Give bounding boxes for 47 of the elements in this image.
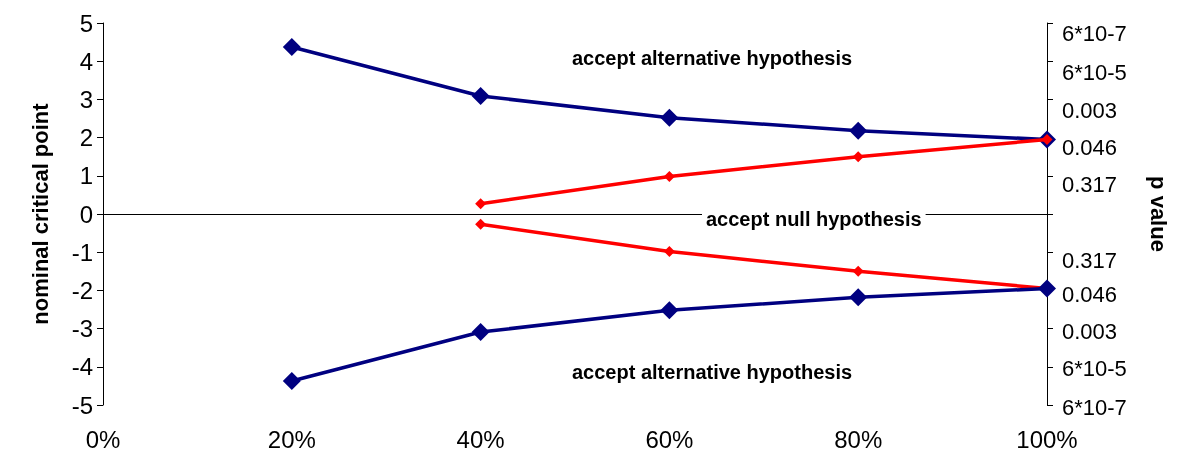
x-tick-label: 80% — [834, 425, 883, 453]
x-tick-label: 60% — [645, 425, 694, 453]
point — [282, 38, 301, 57]
y-tick-label: -3 — [71, 315, 93, 343]
point — [471, 86, 490, 105]
point — [852, 265, 864, 277]
x-tick-label: 100% — [1016, 425, 1078, 453]
annotation: accept null hypothesis — [706, 208, 922, 230]
y-tick-label: -4 — [71, 353, 93, 381]
y2-axis-title: p value — [1145, 176, 1171, 252]
point — [849, 121, 868, 140]
text: 6*10-7 — [1062, 394, 1127, 420]
y-tick-label: 4 — [79, 47, 93, 75]
text: 0.003 — [1062, 318, 1118, 344]
point — [660, 108, 679, 127]
y-tick-label: 1 — [79, 162, 93, 190]
text: 0.317 — [1062, 171, 1118, 197]
y-tick-label: 2 — [79, 124, 93, 152]
point — [471, 323, 490, 342]
text: 0.003 — [1062, 97, 1118, 123]
point — [1038, 279, 1056, 298]
point — [660, 301, 679, 320]
text: 0.317 — [1062, 247, 1118, 273]
x-tick-label: 40% — [456, 425, 505, 453]
y-axis-title: nominal critical point — [27, 102, 53, 325]
point — [475, 198, 487, 210]
y-tick-label: -2 — [71, 276, 93, 304]
point — [663, 171, 675, 183]
y-tick-label: 3 — [79, 85, 93, 113]
text: 6*10-5 — [1062, 59, 1127, 85]
text: 6*10-5 — [1062, 355, 1127, 381]
point — [852, 151, 864, 163]
y-tick-label: 5 — [79, 9, 93, 37]
text: 0.046 — [1062, 134, 1118, 160]
y-tick-label: -5 — [71, 391, 93, 419]
point — [849, 288, 868, 307]
y-tick-label: -1 — [71, 238, 93, 266]
point — [282, 371, 301, 390]
annotation: accept alternative hypothesis — [572, 361, 853, 383]
x-tick-label: 20% — [267, 425, 316, 453]
text: 0.046 — [1062, 281, 1118, 307]
y-tick-label: 0 — [79, 200, 93, 228]
point — [663, 245, 675, 257]
text: 6*10-7 — [1062, 20, 1127, 46]
annotation: accept alternative hypothesis — [572, 47, 853, 69]
x-tick-label: 0% — [85, 425, 121, 453]
point — [475, 218, 487, 230]
